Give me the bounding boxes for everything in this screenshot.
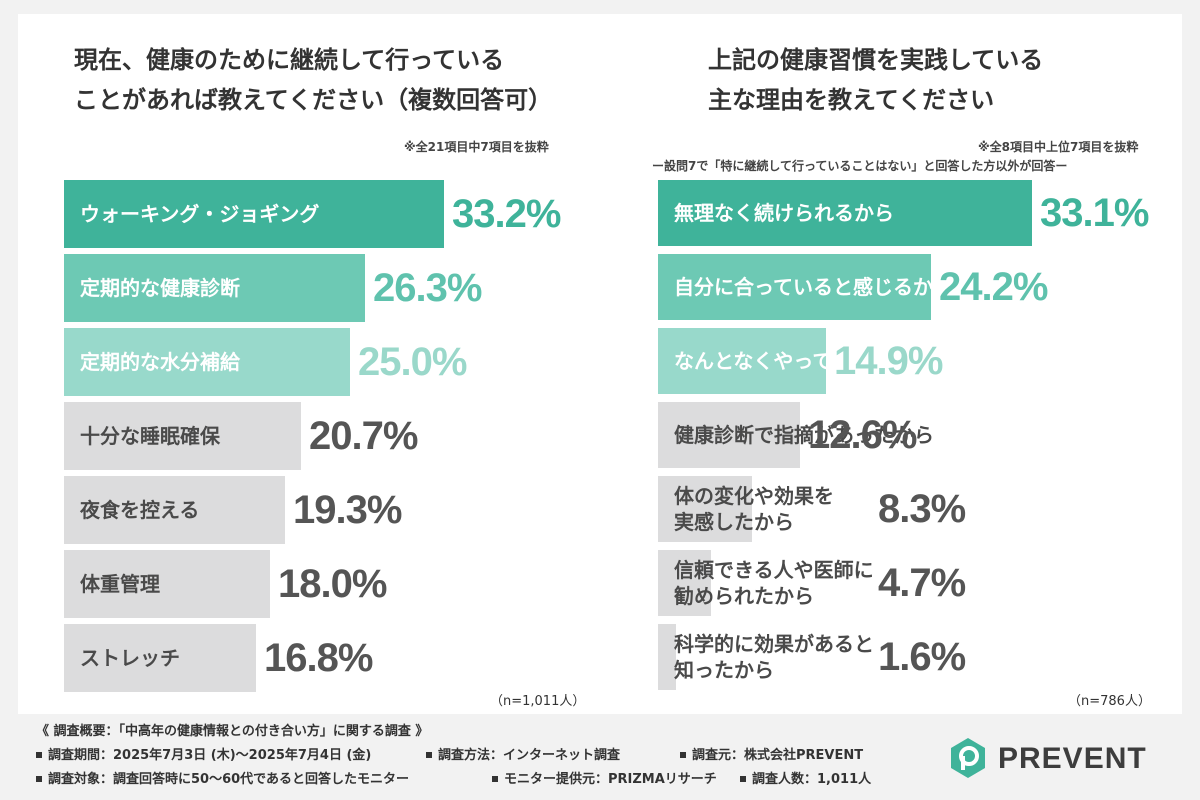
left-value-label: 20.7% (309, 413, 418, 458)
left-bar-row: ウォーキング・ジョギング 33.2% (64, 180, 624, 248)
right-bar-row: 科学的に効果があると 知ったから 1.6% (658, 624, 1158, 690)
right-value-label: 24.2% (939, 264, 1048, 309)
left-note: ※全21項目中7項目を抜粋 (404, 140, 549, 154)
prevent-logo-icon (951, 738, 985, 778)
left-bar-label: 夜食を控える (80, 476, 199, 544)
right-bar (658, 624, 676, 690)
left-bar (64, 402, 301, 470)
left-bar-label: 定期的な水分補給 (80, 328, 240, 396)
right-bar-label-line: 信頼できる人や医師に (674, 558, 874, 582)
right-value-label: 14.9% (834, 338, 943, 383)
left-value-label: 33.2% (452, 191, 561, 236)
right-value-label: 4.7% (878, 560, 966, 605)
right-bar (658, 476, 752, 542)
left-bar-label-line: 十分な睡眠確保 (80, 424, 220, 448)
right-bar-label-line: 知ったから (674, 658, 774, 682)
right-bar-label: 無理なく続けられるから (674, 180, 894, 246)
survey-summary: 《 調査概要：「中高年の健康情報との付き合い方」に関する調査 》 (36, 724, 429, 739)
right-value-label: 1.6% (878, 634, 966, 679)
left-bar-row: 定期的な水分補給 25.0% (64, 328, 624, 396)
right-sample-size: （n=786人） (1068, 694, 1151, 709)
right-note-1: ※全8項目中上位7項目を抜粋 (978, 140, 1139, 154)
right-bar-label-line: 無理なく続けられるから (674, 201, 894, 225)
left-bar-label: ウォーキング・ジョギング (80, 180, 319, 248)
survey-target: 調査対象：調査回答時に50〜60代であると回答したモニター (48, 772, 410, 787)
right-bar-label-line: 実感したから (674, 510, 794, 534)
right-bar-row: 健康診断で指摘があったから 12.6% (658, 402, 1158, 468)
left-bar-label-line: ウォーキング・ジョギング (80, 202, 320, 226)
left-value-label: 26.3% (373, 265, 482, 310)
right-bar-label: 自分に合っていると感じるから (674, 254, 953, 320)
right-bar-row: なんとなくやっている 14.9% (658, 328, 1158, 394)
left-bar-label: 十分な睡眠確保 (80, 402, 220, 470)
right-value-label: 8.3% (878, 486, 966, 531)
right-bar (658, 254, 931, 320)
left-bar-label: 体重管理 (80, 550, 160, 618)
right-bar-label: 科学的に効果があると 知ったから (674, 624, 874, 690)
survey-count: 調査人数：1,011人 (752, 772, 872, 787)
right-bar (658, 180, 1032, 246)
left-bar-label: ストレッチ (80, 624, 180, 692)
right-note-2: ー設問7で「特に継続して行っていることはない」と回答した方以外が回答ー (652, 159, 1068, 173)
left-bar-row: 定期的な健康診断 26.3% (64, 254, 624, 322)
left-title-line1: 現在、健康のために継続して行っている (74, 46, 505, 74)
left-sample-size: （n=1,011人） (490, 694, 586, 709)
right-bar-label-line: 自分に合っていると感じるから (674, 275, 953, 299)
right-bar (658, 402, 800, 468)
right-bar-label-line: 健康診断で指摘があったから (674, 423, 934, 447)
left-bar-row: 夜食を控える 19.3% (64, 476, 624, 544)
right-title-line2: 主な理由を教えてください (708, 86, 995, 114)
left-bar (64, 328, 350, 396)
right-bar-label: 体の変化や効果を 実感したから (674, 476, 834, 542)
left-value-label: 19.3% (293, 487, 402, 532)
left-bar-label-line: 定期的な水分補給 (80, 350, 240, 374)
left-bar-row: 十分な睡眠確保 20.7% (64, 402, 624, 470)
right-value-label: 12.6% (808, 412, 917, 457)
right-bar (658, 328, 826, 394)
left-bar-label-line: 夜食を控える (80, 498, 200, 522)
left-bar-row: 体重管理 18.0% (64, 550, 624, 618)
left-bar (64, 254, 365, 322)
survey-period: 調査期間：2025年7月3日 (木)〜2025年7月4日 (金) (48, 748, 372, 763)
left-bar-chart: ウォーキング・ジョギング 33.2% 定期的な健康診断 26.3% 定期的な水分補給 25… (64, 180, 624, 696)
left-bar-label-line: 定期的な健康診断 (80, 276, 240, 300)
right-bar-label-line: 勧められたから (674, 584, 814, 608)
left-bar-row: ストレッチ 16.8% (64, 624, 624, 692)
right-bar-row: 自分に合っていると感じるから 24.2% (658, 254, 1158, 320)
left-title-line2: ことがあれば教えてください（複数回答可） (74, 86, 553, 114)
left-bar (64, 550, 270, 618)
right-bar-row: 無理なく続けられるから 33.1% (658, 180, 1158, 246)
left-bar (64, 476, 285, 544)
prevent-logo: PREVENT (946, 736, 1186, 784)
right-bar-chart: 無理なく続けられるから 33.1% 自分に合っていると感じるから 24.2% なんとなく… (658, 180, 1158, 696)
left-bar-label: 定期的な健康診断 (80, 254, 240, 322)
right-bar-label: なんとなくやっている (674, 328, 872, 394)
right-bar-label-line: 体の変化や効果を (674, 484, 834, 508)
right-title-line1: 上記の健康習慣を実践している (708, 46, 1044, 74)
right-bar-row: 信頼できる人や医師に 勧められたから 4.7% (658, 550, 1158, 616)
left-value-label: 18.0% (278, 561, 387, 606)
survey-method: 調査方法：インターネット調査 (438, 748, 621, 763)
left-value-label: 25.0% (358, 339, 467, 384)
right-bar-label-line: 科学的に効果があると (674, 632, 874, 656)
left-value-label: 16.8% (264, 635, 373, 680)
right-bar-label-line: なんとなくやっている (674, 349, 873, 373)
left-bar (64, 180, 444, 248)
left-bar (64, 624, 256, 692)
survey-source: 調査元：株式会社PREVENT (692, 748, 864, 763)
prevent-logo-text: PREVENT (998, 742, 1147, 775)
left-bar-label-line: 体重管理 (80, 572, 160, 596)
right-bar-label: 健康診断で指摘があったから (674, 402, 934, 468)
right-value-label: 33.1% (1040, 190, 1149, 235)
monitor-provider: モニター提供元：PRIZMAリサーチ (504, 772, 717, 787)
right-bar-label: 信頼できる人や医師に 勧められたから (674, 550, 874, 616)
right-bar (658, 550, 711, 616)
left-bar-label-line: ストレッチ (80, 646, 180, 670)
right-bar-row: 体の変化や効果を 実感したから 8.3% (658, 476, 1158, 542)
